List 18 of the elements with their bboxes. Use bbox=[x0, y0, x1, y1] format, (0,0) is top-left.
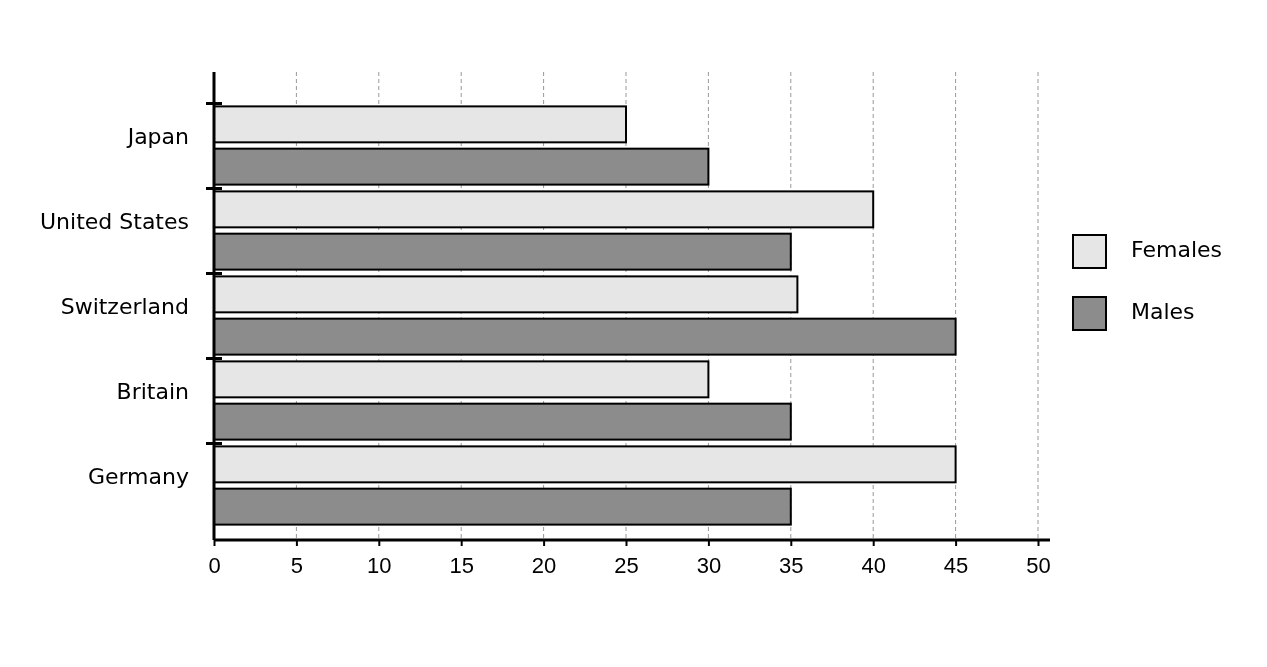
x-tick-label: 5 bbox=[290, 553, 304, 579]
x-tick-label: 25 bbox=[614, 553, 639, 579]
x-tick-label: 45 bbox=[943, 553, 969, 579]
y-tick-label: Germany bbox=[87, 463, 189, 489]
y-tick-label: Britain bbox=[116, 378, 189, 404]
x-tick-label: 50 bbox=[1026, 553, 1051, 579]
y-tick-label: United States bbox=[40, 208, 189, 234]
x-tick-label: 10 bbox=[367, 553, 392, 579]
y-tick-label: Switzerland bbox=[60, 293, 189, 319]
y-tick-label: Japan bbox=[125, 123, 189, 149]
x-tick-label: 0 bbox=[208, 553, 221, 579]
legend-label: Females bbox=[1131, 237, 1223, 262]
x-tick-label: 30 bbox=[696, 553, 722, 579]
x-tick-label: 15 bbox=[449, 553, 474, 579]
x-tick-label: 20 bbox=[531, 553, 557, 579]
x-tick-label: 40 bbox=[861, 553, 886, 579]
x-tick-label: 35 bbox=[779, 553, 804, 579]
legend-label: Males bbox=[1131, 299, 1195, 324]
